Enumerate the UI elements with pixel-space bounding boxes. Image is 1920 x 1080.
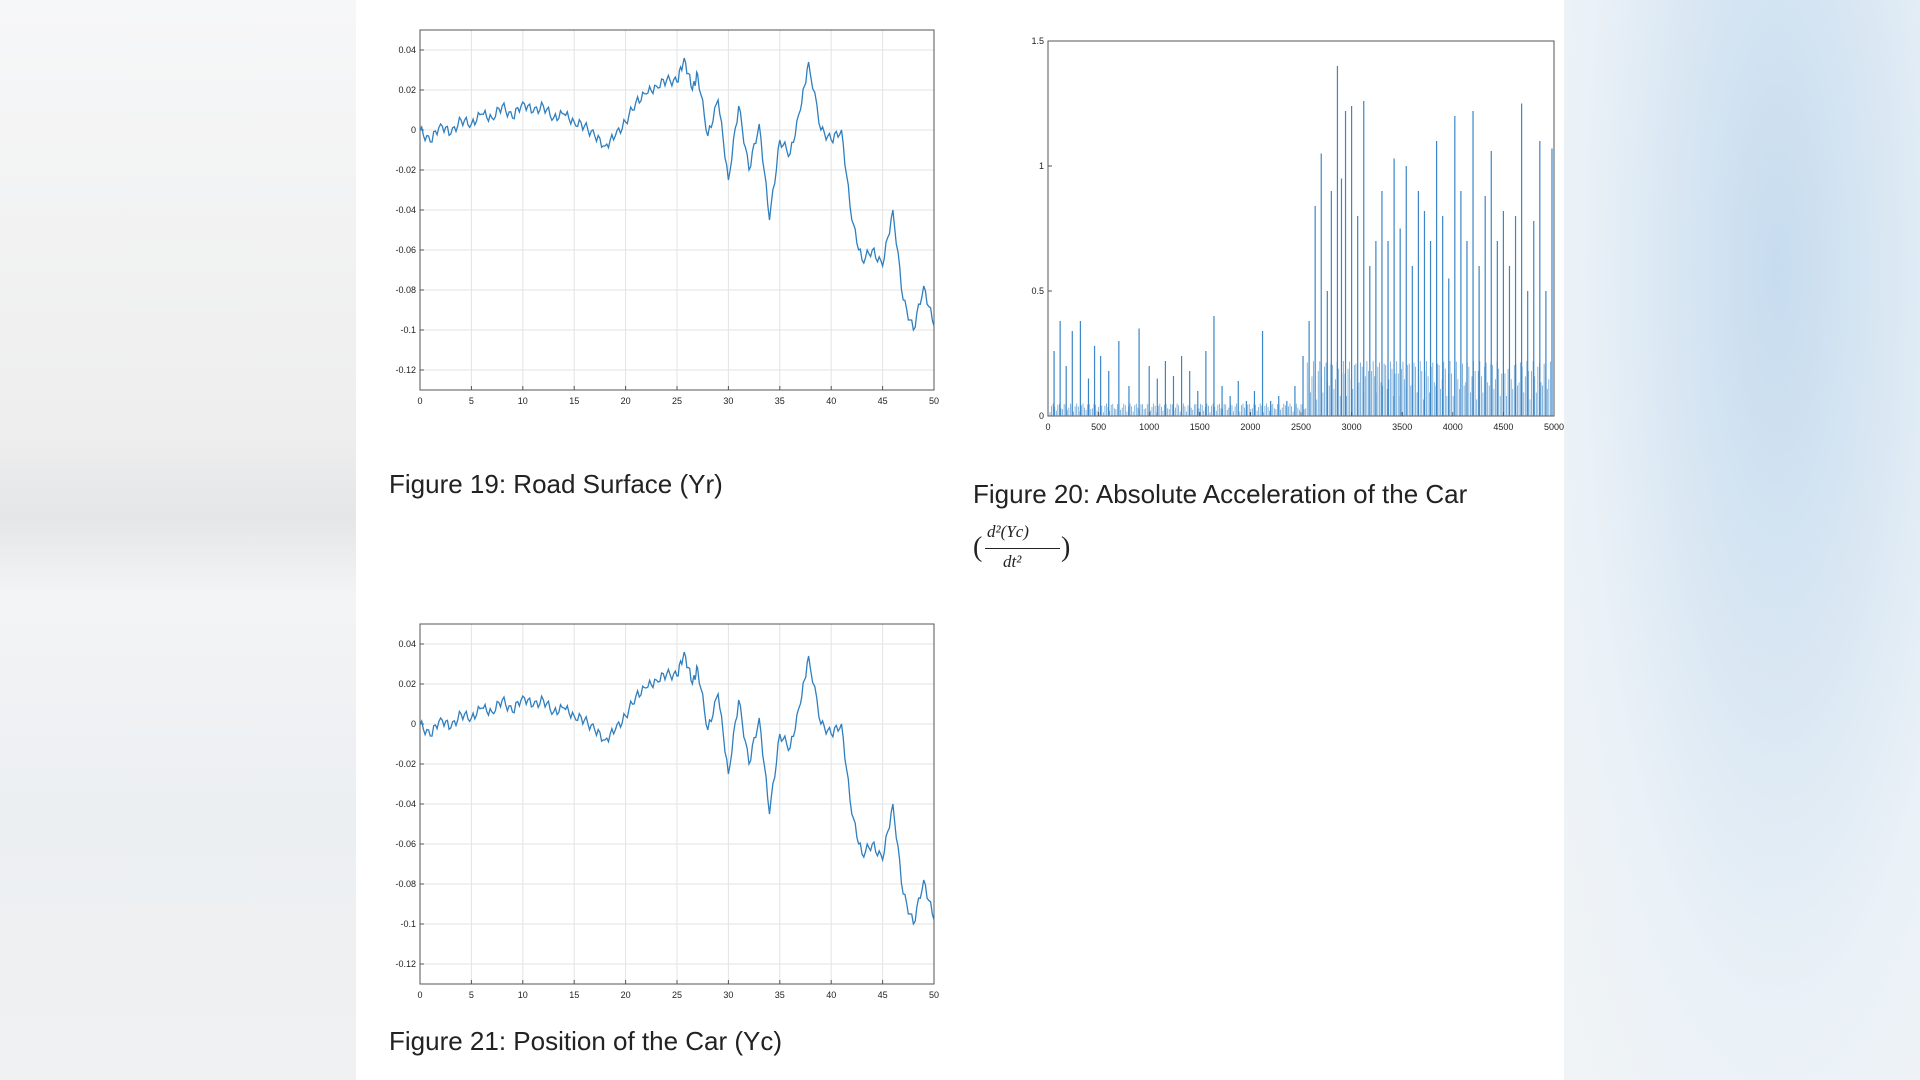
x-tick-label: 4000 [1443,422,1463,432]
y-tick-label: 0.04 [398,639,416,649]
x-tick-label: 45 [878,990,888,1000]
blurred-background-right [1564,0,1920,1080]
caption-figure-20: Figure 20: Absolute Acceleration of the … [973,479,1468,509]
x-tick-label: 500 [1091,422,1106,432]
y-tick-label: -0.04 [395,205,416,215]
x-tick-label: 1500 [1190,422,1210,432]
y-tick-label: 0.5 [1031,286,1044,296]
y-tick-label: 0 [411,719,416,729]
x-tick-label: 20 [621,990,631,1000]
formula-numerator: d²(Yc) [987,522,1029,541]
x-tick-label: 2500 [1291,422,1311,432]
x-tick-label: 5000 [1544,422,1564,432]
y-tick-label: -0.02 [395,759,416,769]
series-line [419,57,935,332]
x-tick-label: 25 [672,396,682,406]
y-tick-label: -0.1 [400,919,416,929]
x-tick-label: 5 [469,396,474,406]
y-tick-label: 1.5 [1031,36,1044,46]
y-tick-label: -0.04 [395,799,416,809]
formula-paren-open: ( [973,532,983,563]
plot-frame [1047,40,1555,417]
y-tick-label: -0.02 [395,165,416,175]
x-tick-label: 0 [417,396,422,406]
y-tick-label: -0.1 [400,325,416,335]
formula-denominator: dt² [1003,552,1022,571]
series-line [419,651,935,926]
x-tick-label: 3500 [1392,422,1412,432]
y-tick-label: -0.12 [395,365,416,375]
caption-figure-19: Figure 19: Road Surface (Yr) [389,469,723,499]
y-tick-label: 0 [1039,411,1044,421]
x-tick-label: 35 [775,990,785,1000]
x-tick-label: 15 [569,990,579,1000]
x-tick-label: 20 [621,396,631,406]
x-tick-label: 40 [826,990,836,1000]
x-tick-label: 0 [417,990,422,1000]
x-tick-label: 15 [569,396,579,406]
x-tick-label: 30 [723,990,733,1000]
y-tick-label: 1 [1039,161,1044,171]
x-tick-label: 50 [929,396,939,406]
y-tick-label: 0 [411,125,416,135]
chart-position-of-car: 0 5 10 15 20 25 30 35 40 45 50 0.04 0.02 0 -0.02 -0.04 -… [395,623,939,1000]
x-tick-label: 4500 [1493,422,1513,432]
chart-absolute-acceleration: 0 500 1000 1500 2000 2500 3000 3500 4000 4500 5000… [1031,36,1564,432]
x-tick-label: 10 [518,396,528,406]
x-tick-label: 3000 [1342,422,1362,432]
caption-figure-21: Figure 21: Position of the Car (Yc) [389,1026,783,1056]
x-tick-label: 25 [672,990,682,1000]
y-tick-label: -0.06 [395,839,416,849]
y-tick-label: -0.12 [395,959,416,969]
x-tick-label: 45 [878,396,888,406]
x-tick-label: 2000 [1240,422,1260,432]
y-tick-label: -0.08 [395,879,416,889]
formula-acceleration: ( d²(Yc) dt² ) [973,518,1073,580]
y-tick-label: 0.04 [398,45,416,55]
blurred-background-left [0,0,356,1080]
x-tick-label: 0 [1045,422,1050,432]
document-page: 0 5 10 15 20 25 30 35 40 45 50 0.04 0.02 0 -0.02 -0.04-… [356,0,1564,1080]
x-tick-label: 40 [826,396,836,406]
y-tick-label: -0.08 [395,285,416,295]
x-tick-label: 1000 [1139,422,1159,432]
chart-road-surface: 0 5 10 15 20 25 30 35 40 45 50 0.04 0.02 0 -0.02 -0.04 -… [395,29,939,406]
formula-fraction-bar [985,548,1060,549]
x-tick-label: 35 [775,396,785,406]
x-tick-label: 50 [929,990,939,1000]
x-tick-label: 30 [723,396,733,406]
x-tick-label: 5 [469,990,474,1000]
formula-paren-close: ) [1061,532,1071,563]
y-tick-label: 0.02 [398,679,416,689]
x-tick-label: 10 [518,990,528,1000]
y-tick-label: 0.02 [398,85,416,95]
y-tick-label: -0.06 [395,245,416,255]
